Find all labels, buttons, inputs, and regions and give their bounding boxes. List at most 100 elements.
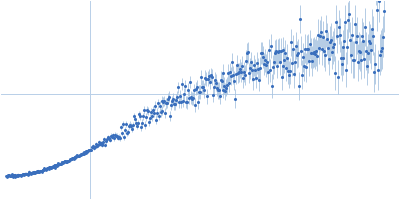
Point (304, 48, 310, 51)
Point (51, 163, 58, 167)
Point (377, 53, 383, 56)
Point (6, 174, 12, 177)
Point (84, 150, 91, 153)
Point (58, 160, 65, 164)
Point (57, 162, 63, 165)
Point (144, 109, 150, 112)
Point (53, 164, 59, 168)
Point (261, 62, 267, 66)
Point (176, 100, 182, 103)
Point (303, 66, 309, 69)
Point (345, 18, 352, 21)
Point (246, 72, 252, 75)
Point (334, 35, 340, 38)
Point (12, 173, 19, 176)
Point (50, 166, 56, 169)
Point (86, 148, 92, 152)
Point (315, 33, 321, 36)
Point (162, 111, 169, 115)
Point (270, 66, 276, 69)
Point (270, 60, 277, 63)
Point (74, 155, 81, 158)
Point (148, 110, 154, 114)
Point (376, 0, 382, 3)
Point (29, 171, 35, 174)
Point (13, 174, 20, 178)
Point (62, 160, 69, 163)
Point (100, 141, 107, 144)
Point (308, 51, 314, 54)
Point (282, 52, 289, 55)
Point (268, 44, 274, 48)
Point (139, 121, 145, 125)
Point (97, 142, 104, 145)
Point (115, 136, 122, 139)
Point (347, 38, 354, 41)
Point (105, 136, 112, 139)
Point (316, 47, 322, 50)
Point (54, 163, 60, 167)
Point (136, 113, 142, 116)
Point (118, 126, 124, 129)
Point (45, 166, 52, 170)
Point (183, 100, 189, 103)
Point (65, 159, 72, 162)
Point (300, 56, 306, 59)
Point (156, 104, 163, 107)
Point (369, 28, 375, 31)
Point (67, 158, 73, 161)
Point (16, 174, 22, 177)
Point (117, 136, 123, 140)
Point (4, 174, 11, 177)
Point (216, 94, 223, 98)
Point (24, 172, 30, 175)
Point (326, 57, 332, 60)
Point (28, 171, 34, 174)
Point (46, 166, 53, 169)
Point (242, 74, 248, 77)
Point (27, 172, 34, 175)
Point (298, 49, 304, 52)
Point (138, 125, 144, 129)
Point (237, 67, 244, 70)
Point (179, 83, 185, 86)
Point (71, 156, 77, 160)
Point (75, 155, 81, 158)
Point (199, 85, 205, 88)
Point (380, 35, 386, 38)
Point (109, 135, 116, 138)
Point (42, 168, 49, 171)
Point (66, 159, 73, 162)
Point (160, 100, 167, 103)
Point (201, 89, 207, 92)
Point (36, 170, 43, 173)
Point (252, 68, 258, 71)
Point (257, 66, 263, 70)
Point (309, 59, 315, 63)
Point (146, 121, 152, 124)
Point (22, 172, 28, 176)
Point (358, 59, 364, 62)
Point (262, 64, 269, 67)
Point (110, 133, 116, 137)
Point (85, 149, 91, 152)
Point (127, 123, 133, 126)
Point (9, 173, 15, 176)
Point (359, 35, 365, 38)
Point (54, 164, 60, 168)
Point (82, 151, 89, 155)
Point (324, 46, 331, 49)
Point (70, 158, 77, 161)
Point (38, 170, 44, 173)
Point (26, 170, 32, 173)
Point (182, 85, 188, 88)
Point (180, 100, 186, 103)
Point (142, 115, 149, 118)
Point (210, 93, 216, 96)
Point (311, 51, 317, 54)
Point (47, 166, 53, 169)
Point (168, 103, 174, 106)
Point (378, 49, 384, 52)
Point (295, 51, 302, 54)
Point (326, 41, 333, 44)
